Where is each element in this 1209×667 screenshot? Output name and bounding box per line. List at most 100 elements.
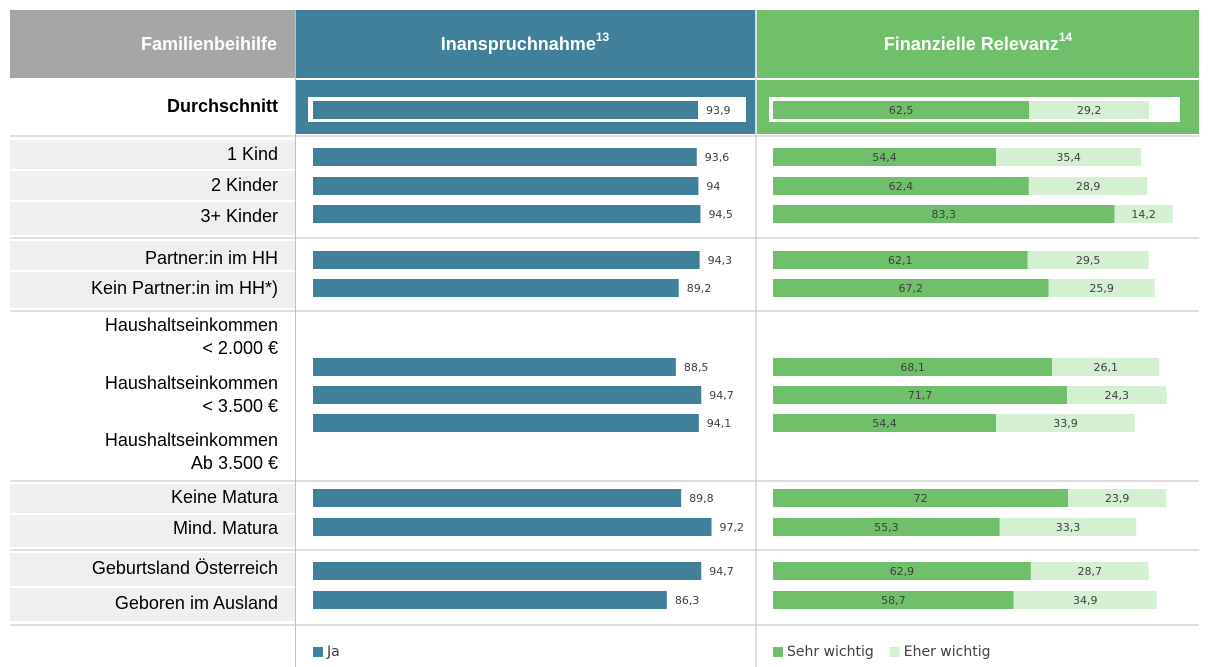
label-cell [10,171,295,200]
bar-segment [1052,358,1160,376]
bar-segment [773,414,997,432]
legend-swatch [773,647,783,657]
value-label: 94,5 [708,208,733,221]
row-label: Partner:in im HH [145,248,278,268]
bar [313,205,701,223]
value-label: 29,5 [1076,254,1101,267]
row-label: Mind. Matura [173,518,279,538]
row-label: Keine Matura [171,487,279,507]
value-label: 88,5 [684,361,709,374]
bar-segment [1028,177,1148,195]
legend-swatch [313,647,323,657]
value-label: 89,8 [689,492,714,505]
legend-swatch [889,647,900,657]
header-cell [296,10,755,78]
row-label: Kein Partner:in im HH*) [91,278,278,298]
value-label: 24,3 [1105,389,1130,402]
label-cell [10,272,295,308]
chart-title: Inanspruchnahme [441,34,596,54]
value-label: 94,3 [708,254,733,267]
row-label: Geboren im Ausland [115,593,278,613]
value-label: 26,1 [1093,361,1118,374]
bar-segment [773,518,1000,536]
bar-segment [1048,279,1155,297]
value-label: 97,2 [720,521,745,534]
value-label: 28,7 [1077,565,1102,578]
header-cell [10,10,295,78]
value-label: 35,4 [1056,151,1081,164]
row-label: 1 Kind [227,144,278,164]
value-label: 71,7 [908,389,933,402]
value-label: 94,7 [709,565,734,578]
value-label: 55,3 [874,521,899,534]
value-label: 68,1 [900,361,925,374]
bar [313,562,702,580]
bar-segment [999,518,1137,536]
label-cell [10,484,295,513]
bar [313,251,700,269]
value-label: 94 [706,180,720,193]
value-label: 14,2 [1131,208,1156,221]
value-label: 83,3 [932,208,957,221]
value-label: 28,9 [1076,180,1101,193]
value-label: 94,7 [709,389,734,402]
bar-segment [1030,562,1149,580]
bar [313,358,676,376]
chart-title: Finanzielle Relevanz14 [884,30,1073,54]
value-label: 89,2 [687,282,712,295]
bar [313,414,699,432]
bar-segment [773,358,1053,376]
value-label: 34,9 [1073,594,1098,607]
value-label: 62,9 [890,565,915,578]
row-label-line: Haushaltseinkommen [105,430,278,450]
bar-segment [1029,101,1149,119]
value-label: 67,2 [899,282,924,295]
value-label: 62,1 [888,254,913,267]
value-label: 54,4 [872,417,897,430]
bar-segment [1013,591,1157,609]
bar-segment [773,101,1030,119]
bar [313,101,698,119]
bar [313,177,699,195]
value-label: 54,4 [872,151,897,164]
value-label: 62,5 [889,104,914,117]
legend-label: Ja [326,644,340,660]
value-label: 29,2 [1077,104,1102,117]
value-label: 93,6 [705,151,730,164]
row-label-line: < 2.000 € [202,338,278,358]
legend-label: Eher wichtig [904,644,991,660]
bar-segment [773,386,1067,404]
footnote: 13 [596,30,610,44]
label-cell [10,140,295,169]
bar-segment [1068,489,1167,507]
row-label: 3+ Kinder [200,206,278,226]
chart-title: Inanspruchnahme13 [441,30,610,54]
value-label: 86,3 [675,594,700,607]
label-cell [10,202,295,235]
row-label-line: Ab 3.500 € [191,453,278,473]
label-cell [10,241,295,270]
bar-segment [996,414,1136,432]
row-label: Haushaltseinkommen Ab 3.500 € [105,430,278,473]
row-label-line: < 3.500 € [202,396,278,416]
header-cell [757,10,1199,78]
value-label: 93,9 [706,104,731,117]
bar-segment [773,591,1014,609]
chart-title: Finanzielle Relevanz [884,34,1059,54]
bar [313,279,679,297]
bar-segment [1114,205,1173,223]
value-label: 33,9 [1053,417,1078,430]
bar [313,591,667,609]
row-label-line: Haushaltseinkommen [105,315,278,335]
value-label: 23,9 [1105,492,1130,505]
value-label: 72 [914,492,928,505]
bar-segment [773,177,1029,195]
label-cell [10,515,295,547]
label-cell [10,427,295,478]
row-label: Haushaltseinkommen < 3.500 € [105,373,278,416]
bar-segment [773,205,1115,223]
row-label: Geburtsland Österreich [92,558,278,578]
bar-segment [1066,386,1167,404]
label-cell [10,553,295,586]
